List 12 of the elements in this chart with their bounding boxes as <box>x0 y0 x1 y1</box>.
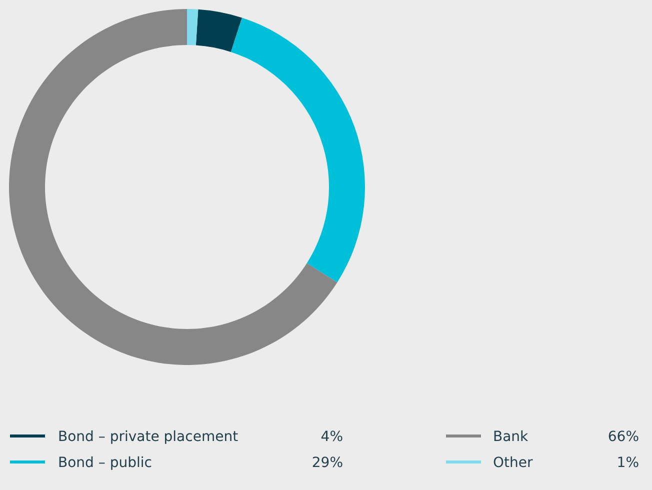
donut-slice <box>9 9 338 365</box>
legend-label: Bank <box>493 429 530 445</box>
donut-slice <box>196 9 242 52</box>
data-label: 1% <box>616 455 639 471</box>
donut-slice <box>187 9 198 46</box>
data-label: 4% <box>320 429 343 445</box>
legend-label: Other <box>493 455 533 471</box>
legend-label: Bond – public <box>58 455 152 471</box>
data-label: 66% <box>608 429 639 445</box>
legend-label: Bond – private placement <box>58 429 239 445</box>
donut-slice <box>230 18 365 282</box>
data-label: 29% <box>312 455 343 471</box>
